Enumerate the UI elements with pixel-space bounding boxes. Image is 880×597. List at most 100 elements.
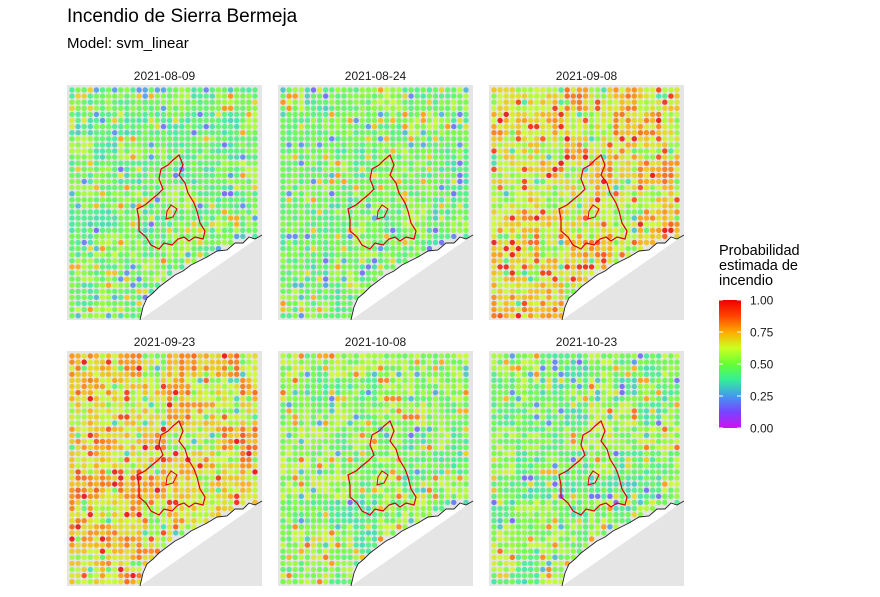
- probability-point: [304, 221, 311, 227]
- probability-point: [304, 457, 311, 463]
- probability-point: [402, 353, 408, 359]
- probability-point: [148, 542, 154, 548]
- probability-point: [304, 178, 311, 185]
- probability-point: [87, 87, 94, 93]
- probability-point: [445, 178, 451, 185]
- probability-point: [203, 154, 209, 160]
- probability-point: [564, 136, 570, 142]
- probability-point: [142, 203, 148, 209]
- probability-point: [451, 475, 457, 481]
- probability-point: [451, 105, 457, 112]
- probability-point: [509, 172, 515, 179]
- probability-point: [329, 178, 335, 185]
- probability-point: [384, 499, 390, 506]
- probability-point: [93, 353, 100, 359]
- probability-point: [304, 197, 311, 203]
- probability-point: [142, 87, 148, 93]
- probability-point: [280, 377, 286, 384]
- probability-point: [674, 172, 680, 179]
- probability-point: [240, 184, 246, 191]
- probability-point: [142, 148, 148, 154]
- probability-point: [552, 313, 558, 319]
- probability-point: [390, 93, 396, 99]
- probability-point: [509, 221, 515, 227]
- probability-point: [240, 432, 246, 438]
- probability-point: [310, 450, 317, 457]
- probability-point: [552, 172, 558, 179]
- probability-point: [292, 233, 298, 240]
- probability-point: [75, 197, 81, 203]
- probability-point: [656, 93, 662, 99]
- probability-point: [154, 542, 161, 548]
- probability-point: [173, 414, 179, 420]
- probability-point: [93, 438, 100, 445]
- probability-point: [527, 197, 534, 203]
- probability-point: [316, 432, 323, 438]
- probability-point: [534, 136, 540, 142]
- probability-point: [118, 160, 124, 166]
- probability-point: [347, 233, 353, 240]
- probability-point: [558, 136, 564, 142]
- probability-point: [298, 524, 304, 530]
- probability-point: [310, 130, 317, 136]
- probability-point: [445, 130, 451, 136]
- probability-point: [93, 184, 100, 191]
- probability-point: [118, 178, 124, 185]
- probability-point: [607, 148, 613, 154]
- probability-point: [649, 221, 656, 227]
- probability-point: [509, 154, 515, 160]
- probability-point: [292, 209, 298, 215]
- probability-point: [292, 518, 298, 524]
- probability-point: [130, 518, 136, 524]
- probability-point: [185, 221, 191, 227]
- probability-point: [81, 371, 87, 377]
- probability-point: [323, 227, 329, 233]
- probability-point: [203, 396, 209, 402]
- probability-point: [118, 130, 124, 136]
- probability-point: [221, 457, 228, 463]
- probability-point: [310, 197, 317, 203]
- probability-point: [81, 300, 87, 307]
- probability-point: [234, 450, 240, 457]
- probability-point: [463, 408, 469, 414]
- probability-point: [546, 191, 552, 197]
- probability-point: [148, 383, 154, 390]
- probability-point: [160, 371, 167, 377]
- probability-point: [515, 178, 522, 185]
- probability-point: [112, 117, 118, 124]
- probability-point: [316, 475, 323, 481]
- probability-point: [662, 172, 668, 179]
- probability-point: [99, 548, 106, 554]
- probability-point: [252, 432, 258, 438]
- probability-point: [323, 426, 329, 432]
- probability-point: [558, 184, 564, 191]
- probability-point: [558, 166, 564, 172]
- probability-point: [310, 353, 317, 359]
- probability-point: [420, 130, 426, 136]
- probability-point: [643, 197, 650, 203]
- probability-point: [497, 294, 503, 301]
- probability-point: [384, 438, 390, 445]
- probability-point: [558, 245, 564, 252]
- probability-point: [365, 450, 372, 457]
- probability-point: [570, 233, 576, 240]
- probability-point: [509, 160, 515, 166]
- probability-point: [93, 105, 100, 112]
- probability-point: [173, 499, 179, 506]
- probability-point: [521, 209, 528, 215]
- probability-point: [227, 227, 234, 233]
- probability-point: [570, 117, 576, 124]
- probability-point: [298, 505, 304, 512]
- probability-point: [515, 142, 522, 148]
- probability-point: [371, 270, 378, 276]
- probability-point: [280, 444, 286, 451]
- probability-point: [503, 300, 509, 307]
- probability-point: [607, 252, 613, 258]
- probability-point: [75, 426, 81, 432]
- probability-point: [396, 383, 402, 390]
- probability-point: [457, 166, 463, 172]
- probability-point: [674, 148, 680, 154]
- probability-point: [414, 184, 420, 191]
- probability-point: [613, 93, 619, 99]
- probability-point: [112, 579, 118, 585]
